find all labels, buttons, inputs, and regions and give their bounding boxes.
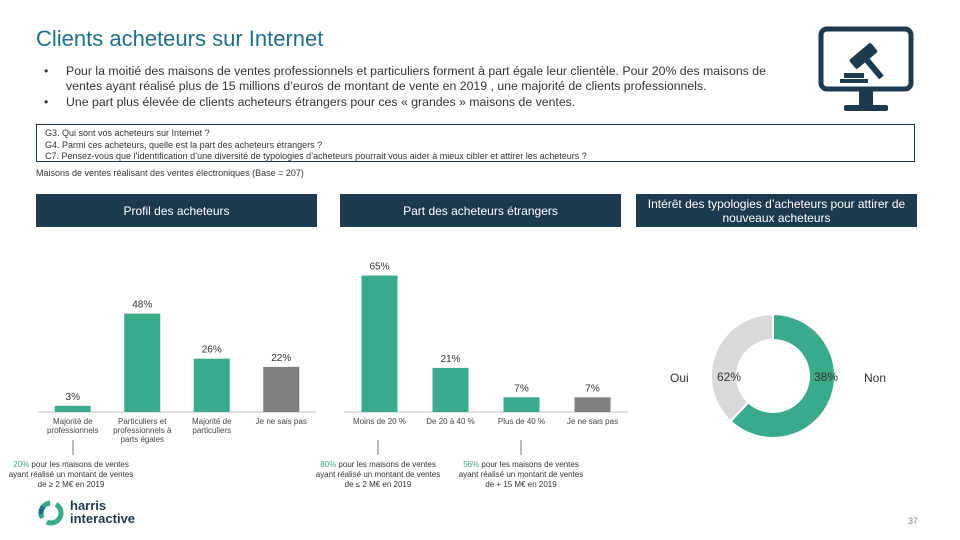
chart2-data-label: 7% xyxy=(514,383,529,394)
question-c7: C7. Pensez-vous que l’identification d’u… xyxy=(45,151,587,161)
chart1-bar xyxy=(54,405,91,412)
chart2-bar xyxy=(361,275,398,412)
donut-slice-oui xyxy=(729,312,836,439)
chart2-data-label: 21% xyxy=(440,354,460,365)
chart1-category-label: Je ne sais pas xyxy=(256,417,307,426)
note-text: pour les maisons de ventes ayant réalisé… xyxy=(458,460,584,489)
chart2-category-label: Je ne sais pas xyxy=(567,417,618,426)
chart2-category-label: De 20 à 40 % xyxy=(426,417,474,426)
chart2-bar xyxy=(432,367,469,412)
logo-line-2: interactive xyxy=(70,511,136,526)
chart2-bar xyxy=(574,397,611,412)
harris-logo-icon xyxy=(38,500,64,526)
donut-label-oui: Oui xyxy=(670,371,689,385)
donut-value-label-oui: 62% xyxy=(717,370,741,384)
page-number: 37 xyxy=(908,516,919,526)
note-text: pour les maisons de ventes ayant réalisé… xyxy=(315,460,441,489)
chart1-category-label: Majorité de xyxy=(192,417,232,426)
donut-slice-non xyxy=(710,312,774,423)
bullet-text-1: Pour la moitié des maisons de ventes pro… xyxy=(66,64,766,93)
chart1-data-label: 3% xyxy=(66,392,81,403)
chart2-category-label: Moins de 20 % xyxy=(353,417,406,426)
chart1-category-label: parts égales xyxy=(120,435,164,444)
note-etrangers-1: 80% pour les maisons de ventes ayant réa… xyxy=(313,460,443,490)
header-etrangers: Part des acheteurs étrangers xyxy=(340,194,621,227)
note-highlight: 20% xyxy=(13,460,30,469)
chart1-category-label: professionnels à xyxy=(113,426,172,435)
chart1-category-label: particuliers xyxy=(192,426,231,435)
chart1-bar xyxy=(124,313,161,412)
question-g3: G3. Qui sont vos acheteurs sur Internet … xyxy=(45,128,210,138)
chart2-bar xyxy=(503,397,540,412)
computer-auction-gavel-icon xyxy=(818,26,914,114)
bullet-symbol: • xyxy=(44,64,49,78)
donut-label-non: Non xyxy=(864,371,887,385)
bullet-symbol: • xyxy=(44,95,49,109)
note-text: pour les maisons de ventes ayant réalisé… xyxy=(8,460,134,489)
question-g4: G4. Parmi ces acheteurs, quelle est la p… xyxy=(45,139,323,150)
page-title: Clients acheteurs sur Internet xyxy=(36,26,324,51)
chart1-data-label: 22% xyxy=(271,353,291,364)
chart1-category-label: professionnels xyxy=(47,426,99,435)
chart1-bar xyxy=(193,358,230,412)
harris-logo-text: harris interactive xyxy=(70,499,135,525)
chart2-category-label: Plus de 40 % xyxy=(498,417,545,426)
chart2-data-label: 65% xyxy=(369,262,389,273)
question-box: G3. Qui sont vos acheteurs sur Internet … xyxy=(36,124,915,162)
chart1-category-label: Particuliers et xyxy=(118,417,167,426)
note-etrangers-2: 56% pour les maisons de ventes ayant réa… xyxy=(456,460,586,490)
header-interet: Intérêt des typologies d’acheteurs pour … xyxy=(636,194,917,227)
logo-line-1: harris xyxy=(70,498,107,513)
chart1-data-label: 48% xyxy=(132,300,152,311)
bullet-text-2: Une part plus élevée de clients acheteur… xyxy=(66,95,576,109)
note-profil: 20% pour les maisons de ventes ayant réa… xyxy=(6,460,136,490)
base-note: Maisons de ventes réalisant des ventes é… xyxy=(36,168,304,178)
donut-value-label-non: 38% xyxy=(814,370,838,384)
note-highlight: 80% xyxy=(320,460,337,469)
chart2-data-label: 7% xyxy=(585,383,600,394)
chart1-data-label: 26% xyxy=(202,345,222,356)
chart1-bar xyxy=(263,366,300,412)
note-highlight: 56% xyxy=(463,460,480,469)
header-profil: Profil des acheteurs xyxy=(36,194,317,227)
chart1-category-label: Majorité de xyxy=(53,417,93,426)
